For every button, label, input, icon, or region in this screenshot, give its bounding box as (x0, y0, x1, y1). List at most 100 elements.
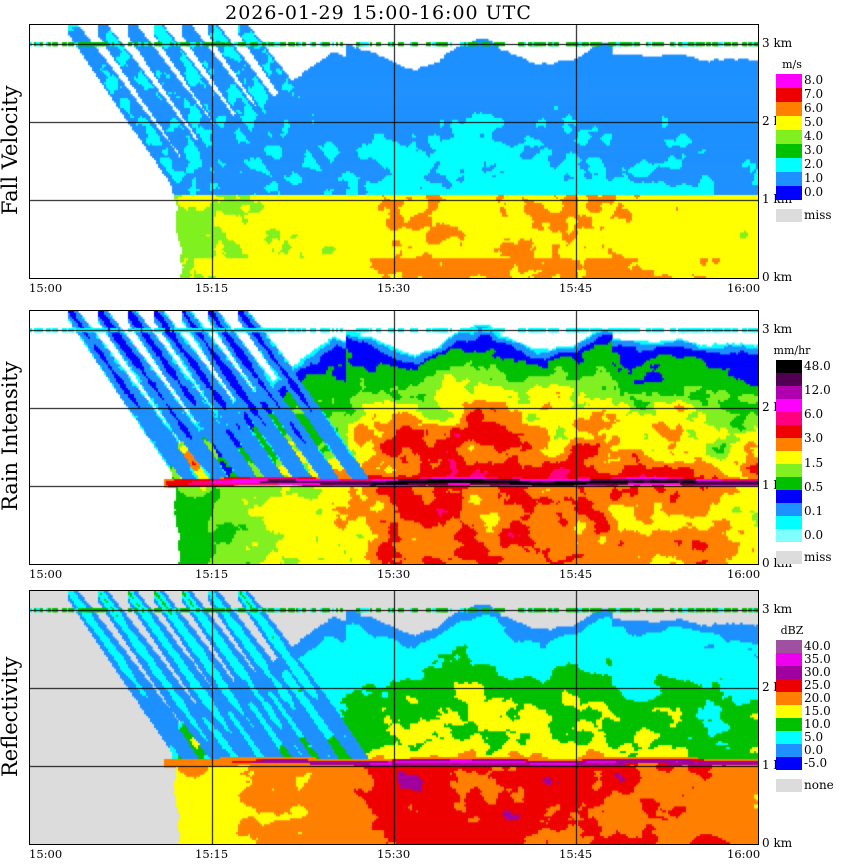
colorbar-gradient-rain-intensity (776, 360, 802, 542)
colorbar-tick-label: 20.0 (804, 691, 831, 705)
colorbar-segment (776, 503, 802, 516)
colorbar-missing-swatch (776, 551, 802, 564)
xtick-label: 15:30 (377, 567, 411, 581)
colorbar-tick-label: 0.0 (804, 185, 824, 199)
colorbar-segment (776, 88, 802, 102)
colorbar-segment (776, 718, 802, 731)
colorbar-gradient-reflectivity (776, 640, 802, 770)
colorbar-segment (776, 705, 802, 718)
colorbar-segment (776, 425, 802, 438)
colorbar-segment (776, 731, 802, 744)
colorbar-unit-fall-velocity: m/s (782, 58, 802, 71)
colorbar-tick-label: 4.0 (804, 129, 824, 143)
colorbar-tick-label: 1.0 (804, 171, 824, 185)
colorbar-tick-label: -5.0 (804, 756, 828, 770)
colorbar-tick-label: 0.0 (804, 743, 824, 757)
colorbar-tick-label: 8.0 (804, 73, 824, 87)
ytick-label: 3 km (762, 602, 793, 617)
colorbar-segment (776, 692, 802, 705)
colorbar-tick-label: 3.0 (804, 431, 824, 446)
colorbar-segment (776, 438, 802, 451)
panel-fall-velocity-plot (30, 25, 758, 278)
colorbar-segment (776, 744, 802, 757)
colorbar-tick-label: 10.0 (804, 717, 831, 731)
colorbar-tick-label: 40.0 (804, 639, 831, 653)
colorbar-segment (776, 102, 802, 116)
colorbar-tick-label: 6.0 (804, 101, 824, 115)
colorbar-tick-label: 5.0 (804, 730, 824, 744)
panel-rain-intensity-ylabel: Rain Intensity (0, 361, 22, 512)
colorbar-tick-label: 7.0 (804, 87, 824, 101)
colorbar-segment (776, 116, 802, 130)
ytick-label: 0 km (762, 836, 793, 850)
colorbar-segment (776, 158, 802, 172)
xtick-label: 15:45 (559, 281, 593, 295)
colorbar-segment (776, 516, 802, 529)
colorbar-tick-label: 30.0 (804, 665, 831, 679)
colorbar-segment (776, 490, 802, 503)
xtick-label: 15:00 (29, 847, 63, 861)
xtick-label: 15:30 (377, 847, 411, 861)
panel-reflectivity-plot (30, 591, 758, 844)
colorbar-tick-label: 25.0 (804, 678, 831, 692)
colorbar-tick-label: 0.0 (804, 528, 824, 542)
colorbar-segment (776, 386, 802, 399)
colorbar-tick-label: 0.1 (804, 503, 824, 518)
colorbar-missing-label: none (804, 778, 834, 792)
xtick-label: 15:00 (29, 281, 63, 295)
colorbar-gradient-fall-velocity (776, 74, 802, 200)
xtick-label: 15:15 (195, 281, 229, 295)
ytick-label: 3 km (762, 36, 793, 51)
colorbar-tick-label: 12.0 (804, 383, 831, 398)
colorbar-segment (776, 477, 802, 490)
panel-fall-velocity-ylabel: Fall Velocity (0, 85, 22, 216)
colorbar-segment (776, 186, 802, 200)
panel-fall-velocity (29, 24, 759, 279)
colorbar-missing-swatch (776, 209, 802, 222)
colorbar-segment (776, 130, 802, 144)
colorbar-segment (776, 666, 802, 679)
panel-rain-intensity-plot (30, 311, 758, 564)
colorbar-tick-label: 3.0 (804, 143, 824, 157)
panel-reflectivity (29, 590, 759, 845)
colorbar-unit-rain-intensity: mm/hr (773, 344, 811, 357)
colorbar-segment (776, 757, 802, 770)
colorbar-segment (776, 464, 802, 477)
ytick-label: 3 km (762, 322, 793, 337)
colorbar-tick-label: 0.5 (804, 479, 824, 494)
xtick-label: 15:30 (377, 281, 411, 295)
colorbar-segment (776, 172, 802, 186)
colorbar-segment (776, 399, 802, 412)
colorbar-segment (776, 529, 802, 542)
colorbar-segment (776, 360, 802, 373)
colorbar-segment (776, 640, 802, 653)
colorbar-missing-swatch (776, 779, 802, 792)
colorbar-segment (776, 373, 802, 386)
panel-reflectivity-ylabel: Reflectivity (0, 656, 22, 777)
colorbar-tick-label: 1.5 (804, 455, 824, 470)
colorbar-tick-label: 15.0 (804, 704, 831, 718)
colorbar-segment (776, 412, 802, 425)
colorbar-segment (776, 74, 802, 88)
page-title: 2026-01-29 15:00-16:00 UTC (225, 2, 532, 24)
xtick-label: 15:45 (559, 567, 593, 581)
colorbar-segment (776, 653, 802, 666)
colorbar-missing-label: miss (804, 550, 832, 564)
xtick-label: 15:15 (195, 567, 229, 581)
panel-rain-intensity (29, 310, 759, 565)
colorbar-segment (776, 451, 802, 464)
xtick-label: 15:45 (559, 847, 593, 861)
colorbar-tick-label: 2.0 (804, 157, 824, 171)
xtick-label: 15:00 (29, 567, 63, 581)
colorbar-tick-label: 35.0 (804, 652, 831, 666)
xtick-label: 15:15 (195, 847, 229, 861)
colorbar-segment (776, 679, 802, 692)
colorbar-tick-label: 5.0 (804, 115, 824, 129)
colorbar-tick-label: 48.0 (804, 359, 831, 373)
xtick-label: 16:00 (727, 847, 761, 861)
colorbar-segment (776, 144, 802, 158)
colorbar-unit-reflectivity: dBZ (780, 624, 804, 637)
colorbar-tick-label: 6.0 (804, 407, 824, 422)
ytick-label: 0 km (762, 270, 793, 284)
colorbar-missing-label: miss (804, 208, 832, 222)
